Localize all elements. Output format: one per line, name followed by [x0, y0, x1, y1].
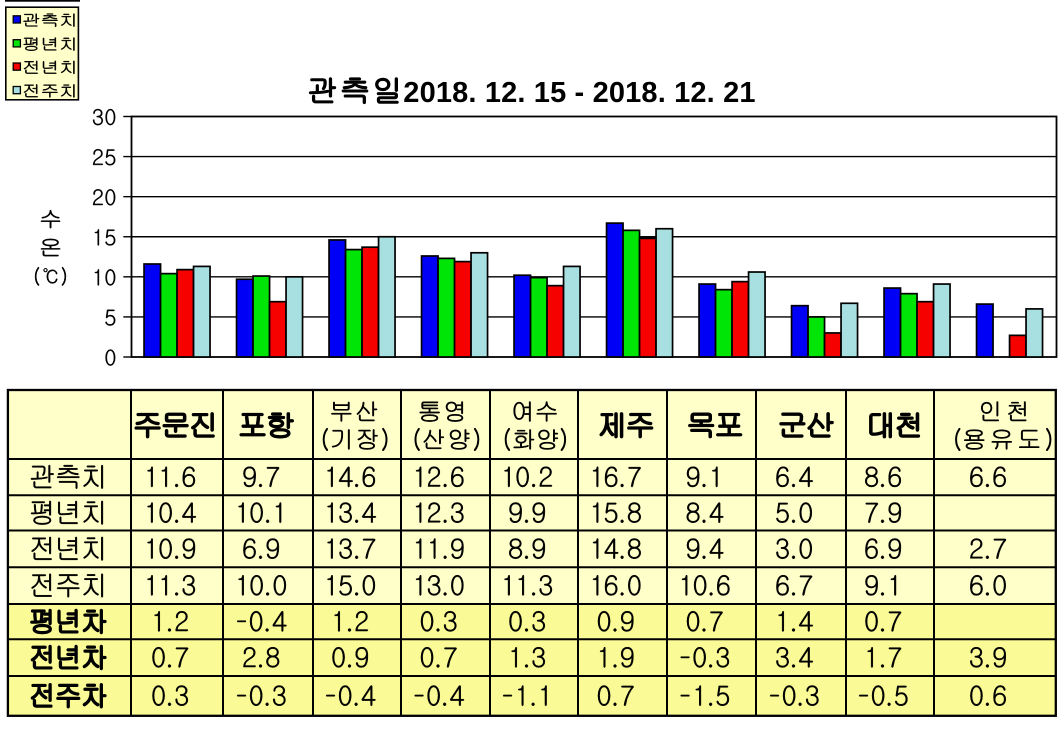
svg-text:2018. 12. 15 - 2018. 12. 21: 2018. 12. 15 - 2018. 12. 21 — [403, 77, 755, 109]
